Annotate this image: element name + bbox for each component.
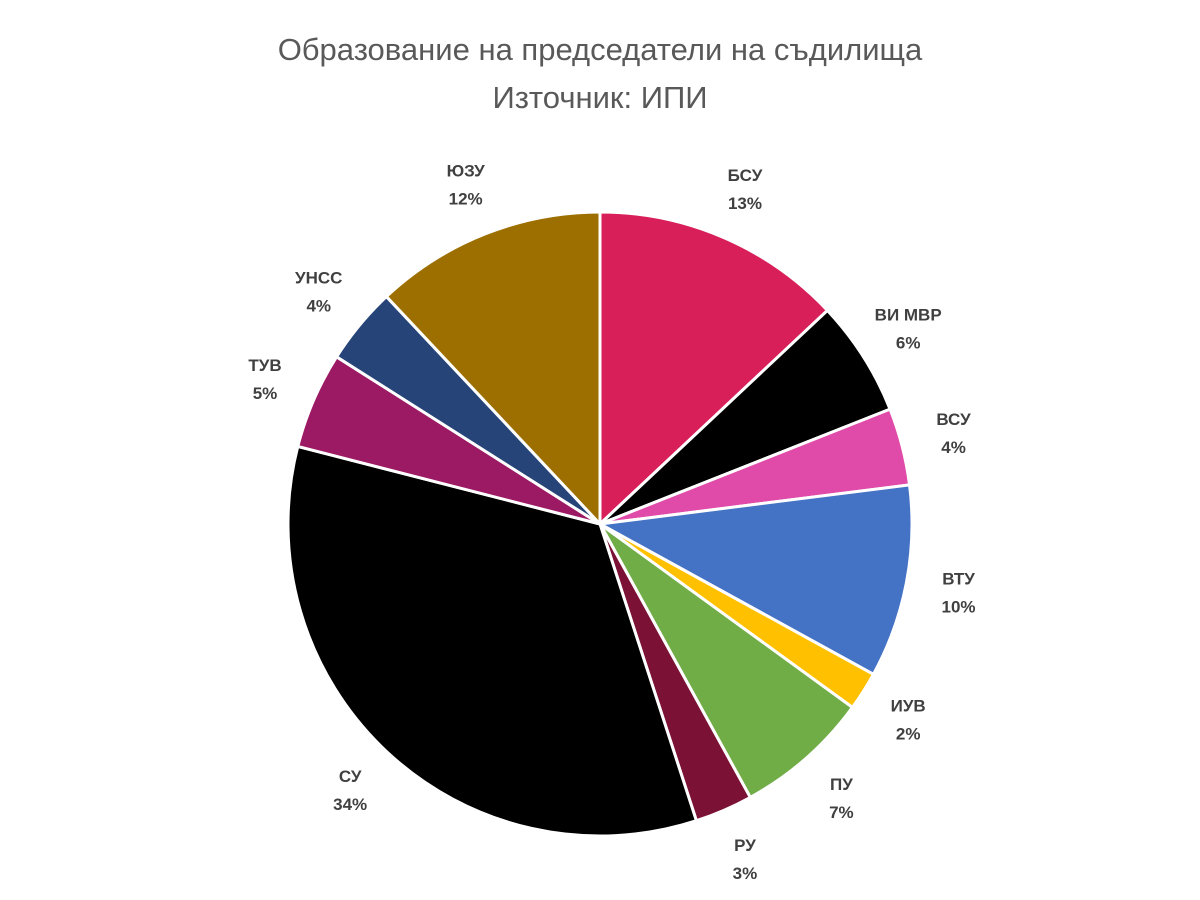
slice-value-label: 4% <box>306 296 331 315</box>
slice-category-label: ВТУ <box>942 569 975 588</box>
slice-value-label: 2% <box>896 725 921 744</box>
slice-value-label: 7% <box>829 803 854 822</box>
slice-value-label: 4% <box>941 438 966 457</box>
pie-slice <box>598 210 830 528</box>
slice-value-label: 13% <box>728 194 762 213</box>
slice-category-label: СУ <box>339 767 362 786</box>
slice-category-label: ВСУ <box>936 410 971 429</box>
pie-slice <box>286 444 699 838</box>
slice-value-label: 12% <box>449 190 483 209</box>
pie-slice <box>595 483 914 677</box>
slice-category-label: ТУВ <box>248 356 281 375</box>
pie-slice <box>598 522 855 800</box>
chart-subtitle: Източник: ИПИ <box>492 80 707 115</box>
slice-category-label: ЮЗУ <box>447 162 486 181</box>
chart-title: Образование на председатели на съдилища <box>278 32 923 67</box>
slice-category-label: УНСС <box>295 268 342 287</box>
slice-category-label: ИУВ <box>891 697 926 716</box>
slice-value-label: 10% <box>942 597 976 616</box>
slice-category-label: РУ <box>734 836 756 855</box>
slice-category-label: ПУ <box>830 775 853 794</box>
slice-value-label: 34% <box>333 795 367 814</box>
slice-category-label: БСУ <box>728 166 763 185</box>
slice-value-label: 3% <box>733 864 758 883</box>
slice-value-label: 6% <box>896 333 921 352</box>
slice-category-label: ВИ МВР <box>875 305 942 324</box>
slice-value-label: 5% <box>253 384 278 403</box>
pie-slice <box>384 210 602 528</box>
